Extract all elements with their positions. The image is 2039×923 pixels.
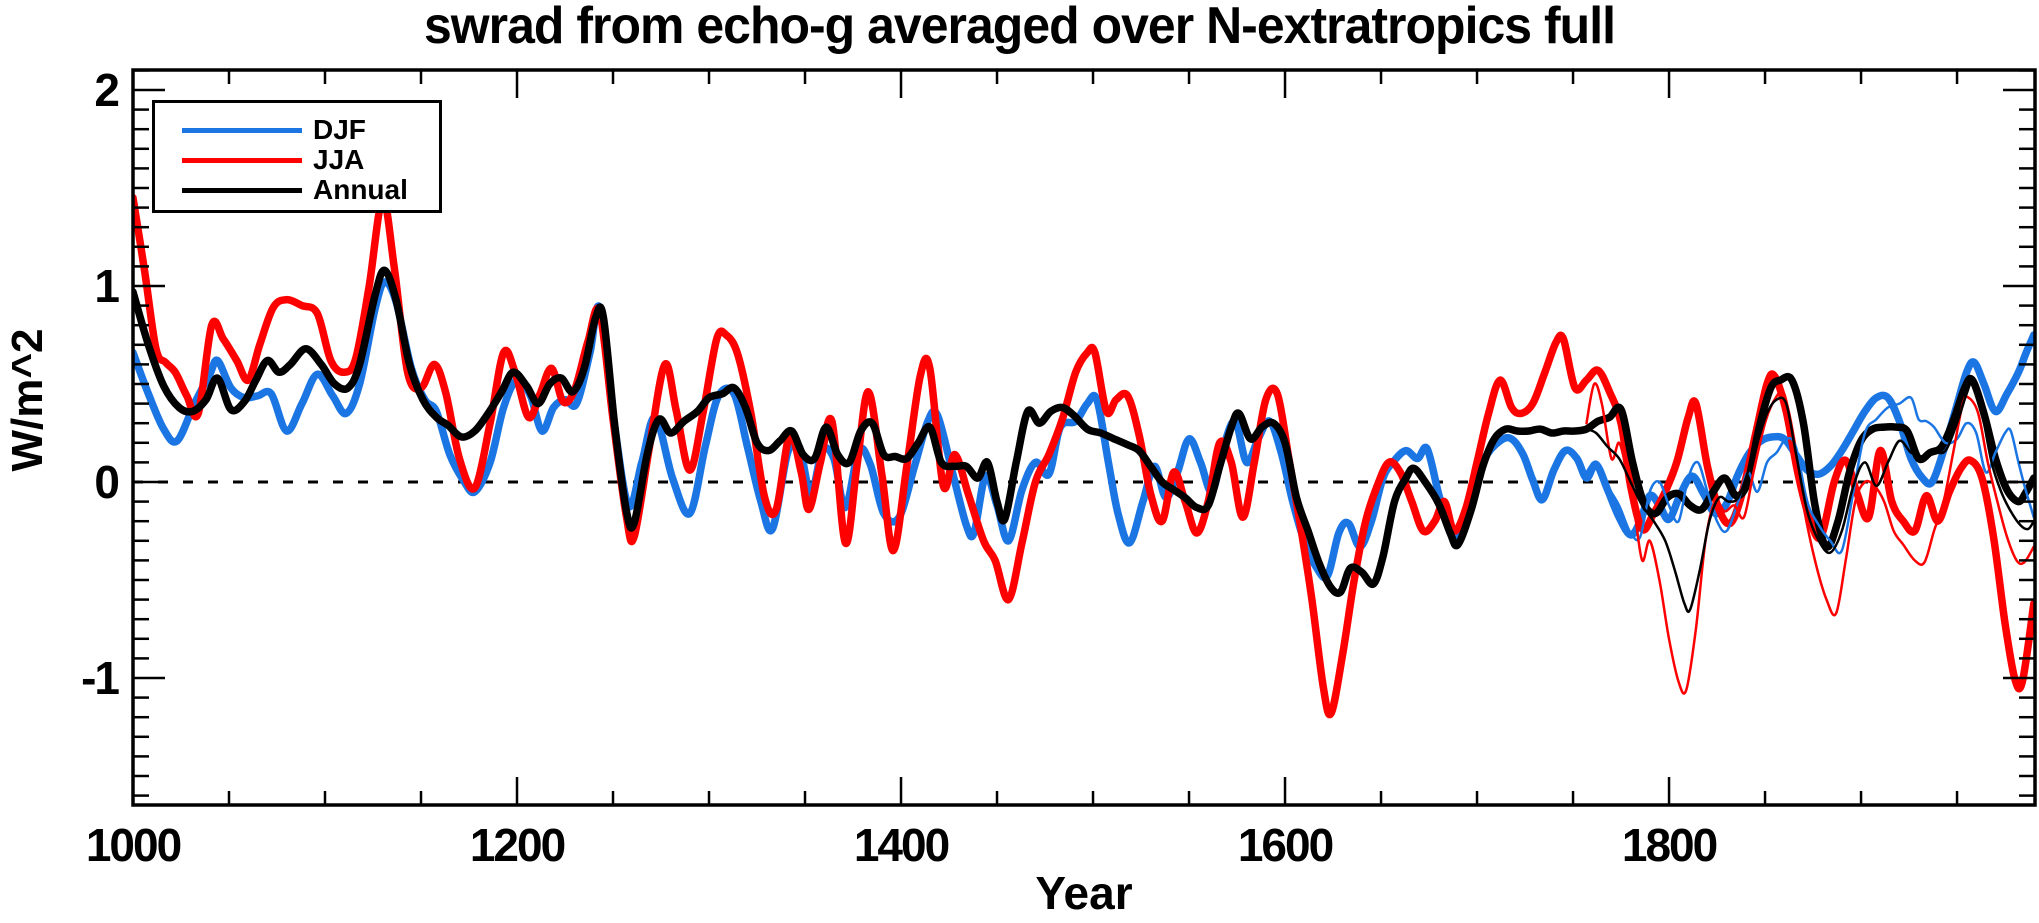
legend-label: JJA <box>313 144 365 175</box>
x-tick-label: 1600 <box>1237 819 1334 871</box>
y-tick-label: 2 <box>94 63 120 116</box>
djf-line-swatch <box>182 128 302 133</box>
series-annualline <box>133 266 2035 597</box>
chart-title: swrad from echo-g averaged over N-extrat… <box>423 0 1616 55</box>
x-tick-label: 1800 <box>1621 819 1718 871</box>
y-tick-label: 1 <box>94 259 120 312</box>
legend-label: Annual <box>313 174 408 205</box>
y-tick-label: -1 <box>81 651 120 704</box>
legend-label: DJF <box>313 114 366 145</box>
legend-box: DJF JJA Annual <box>152 100 442 213</box>
x-tick-label: 1400 <box>853 819 950 871</box>
legend-item-annual: Annual <box>155 175 439 205</box>
legend-item-djf: DJF <box>155 115 439 145</box>
x-axis-label: Year <box>1035 867 1133 919</box>
series-jjaline <box>133 194 2035 719</box>
series-jja-thin-line <box>1585 382 2035 695</box>
x-tick-label: 1000 <box>85 819 182 871</box>
legend-item-jja: JJA <box>155 145 439 175</box>
y-tick-label: 0 <box>94 455 120 508</box>
axes-frame <box>131 68 2037 807</box>
x-tick-label: 1200 <box>469 819 566 871</box>
series-annual-thin-line <box>1585 381 2035 613</box>
annual-line-swatch <box>182 188 302 193</box>
jja-line-swatch <box>182 158 302 163</box>
series-djf-thin-line <box>1585 395 2035 555</box>
